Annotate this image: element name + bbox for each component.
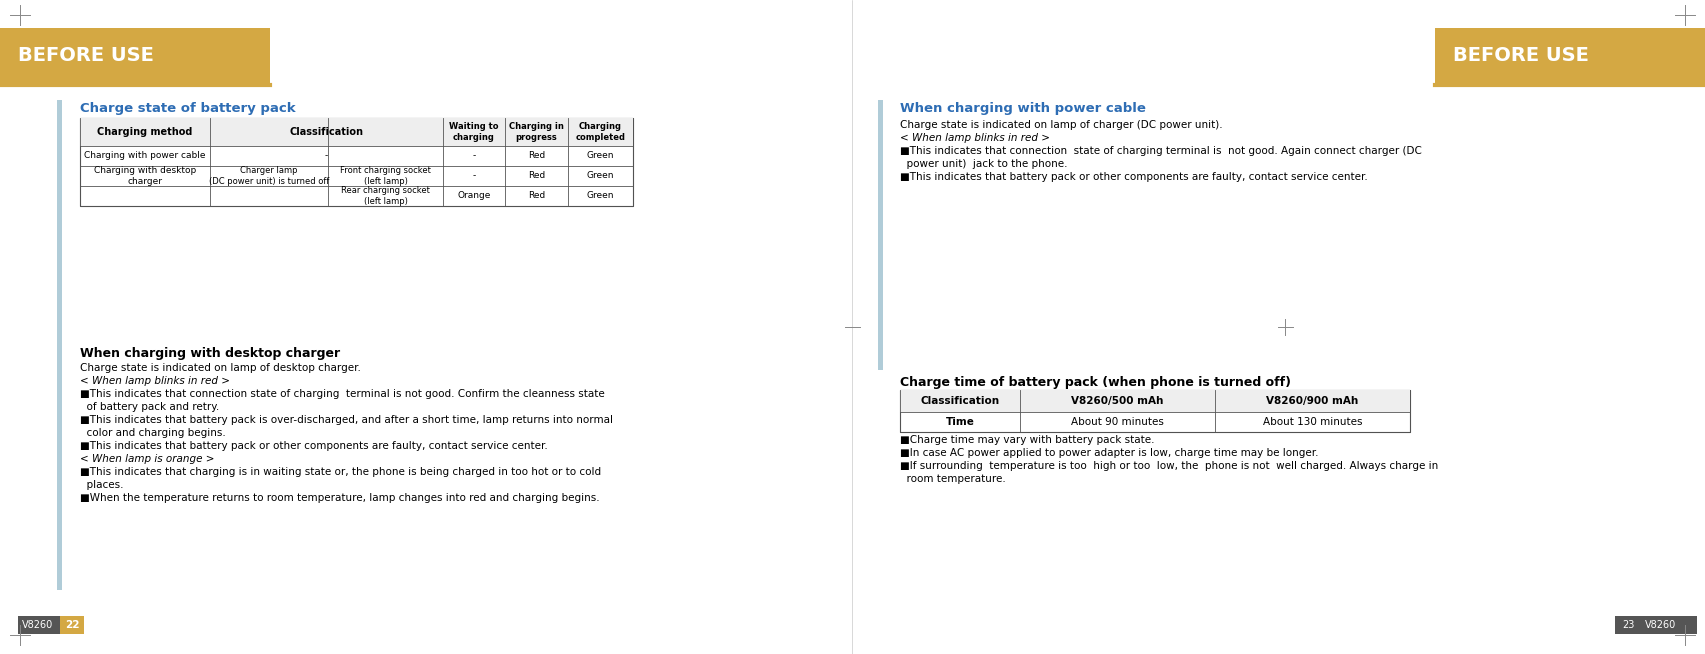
Text: Charger lamp
(DC power unit) is turned off: Charger lamp (DC power unit) is turned o… [208,166,329,186]
Text: Charging
completed: Charging completed [576,122,626,142]
Text: ■This indicates that battery pack is over-discharged, and after a short time, la: ■This indicates that battery pack is ove… [80,415,614,425]
Text: ■This indicates that battery pack or other components are faulty, contact servic: ■This indicates that battery pack or oth… [900,172,1367,182]
Text: V8260/500 mAh: V8260/500 mAh [1071,396,1165,406]
Text: -: - [472,171,476,181]
Text: Red: Red [529,152,546,160]
Bar [56,100,61,590]
Text: 23: 23 [1621,620,1635,630]
Text: -: - [472,152,476,160]
Text: places.: places. [80,480,123,490]
Text: Green: Green [587,171,614,181]
Text: Charging in
progress: Charging in progress [510,122,564,142]
Text: < When lamp is orange >: < When lamp is orange > [80,454,215,464]
Text: Green: Green [587,192,614,201]
Text: Classification: Classification [921,396,999,406]
Text: ■This indicates that connection state of charging  terminal is not good. Confirm: ■This indicates that connection state of… [80,389,605,399]
Text: BEFORE USE: BEFORE USE [19,46,153,65]
Bar [900,390,1410,412]
Bar [1436,28,1705,83]
Text: Charge state is indicated on lamp of desktop charger.: Charge state is indicated on lamp of des… [80,363,361,373]
Bar [878,100,883,370]
Text: ■This indicates that charging is in waiting state or, the phone is being charged: ■This indicates that charging is in wait… [80,467,602,477]
Text: Orange: Orange [457,192,491,201]
Text: When charging with desktop charger: When charging with desktop charger [80,347,339,360]
Text: ■In case AC power applied to power adapter is low, charge time may be longer.: ■In case AC power applied to power adapt… [900,448,1318,458]
Text: Waiting to
charging: Waiting to charging [448,122,500,142]
Text: Charge state of battery pack: Charge state of battery pack [80,102,295,115]
Text: Rear charging socket
(left lamp): Rear charging socket (left lamp) [341,186,430,206]
Bar [0,28,269,83]
Text: Front charging socket
(left lamp): Front charging socket (left lamp) [339,166,431,186]
Text: V8260: V8260 [1645,620,1676,630]
Bar [80,118,633,146]
Bar [19,616,70,634]
Bar [80,118,633,206]
Text: Charge time of battery pack (when phone is turned off): Charge time of battery pack (when phone … [900,376,1291,389]
Text: Green: Green [587,152,614,160]
Text: About 130 minutes: About 130 minutes [1263,417,1362,427]
Text: Charging with power cable: Charging with power cable [84,152,206,160]
Text: V8260: V8260 [22,620,53,630]
Text: V8260/900 mAh: V8260/900 mAh [1267,396,1359,406]
Text: of battery pack and retry.: of battery pack and retry. [80,402,220,412]
Text: About 90 minutes: About 90 minutes [1071,417,1165,427]
Text: ■When the temperature returns to room temperature, lamp changes into red and cha: ■When the temperature returns to room te… [80,493,600,503]
Text: Classification: Classification [290,127,363,137]
Text: Charging with desktop
charger: Charging with desktop charger [94,166,196,186]
Text: When charging with power cable: When charging with power cable [900,102,1146,115]
Bar [1615,616,1696,634]
Text: Charge state is indicated on lamp of charger (DC power unit).: Charge state is indicated on lamp of cha… [900,120,1222,130]
Text: < When lamp blinks in red >: < When lamp blinks in red > [80,376,230,386]
Text: Time: Time [946,417,975,427]
Text: BEFORE USE: BEFORE USE [1453,46,1589,65]
Text: -: - [326,152,327,160]
Text: ■If surrounding  temperature is too  high or too  low, the  phone is not  well c: ■If surrounding temperature is too high … [900,461,1439,471]
Text: < When lamp blinks in red >: < When lamp blinks in red > [900,133,1050,143]
Bar [900,390,1410,432]
Text: ■This indicates that battery pack or other components are faulty, contact servic: ■This indicates that battery pack or oth… [80,441,547,451]
Text: Red: Red [529,171,546,181]
Text: Red: Red [529,192,546,201]
Text: room temperature.: room temperature. [900,474,1006,484]
Text: color and charging begins.: color and charging begins. [80,428,225,438]
Text: Charging method: Charging method [97,127,193,137]
Text: ■This indicates that connection  state of charging terminal is  not good. Again : ■This indicates that connection state of… [900,146,1422,156]
Text: 22: 22 [65,620,78,630]
Text: power unit)  jack to the phone.: power unit) jack to the phone. [900,159,1067,169]
Text: ■Charge time may vary with battery pack state.: ■Charge time may vary with battery pack … [900,435,1154,445]
Bar [60,616,84,634]
